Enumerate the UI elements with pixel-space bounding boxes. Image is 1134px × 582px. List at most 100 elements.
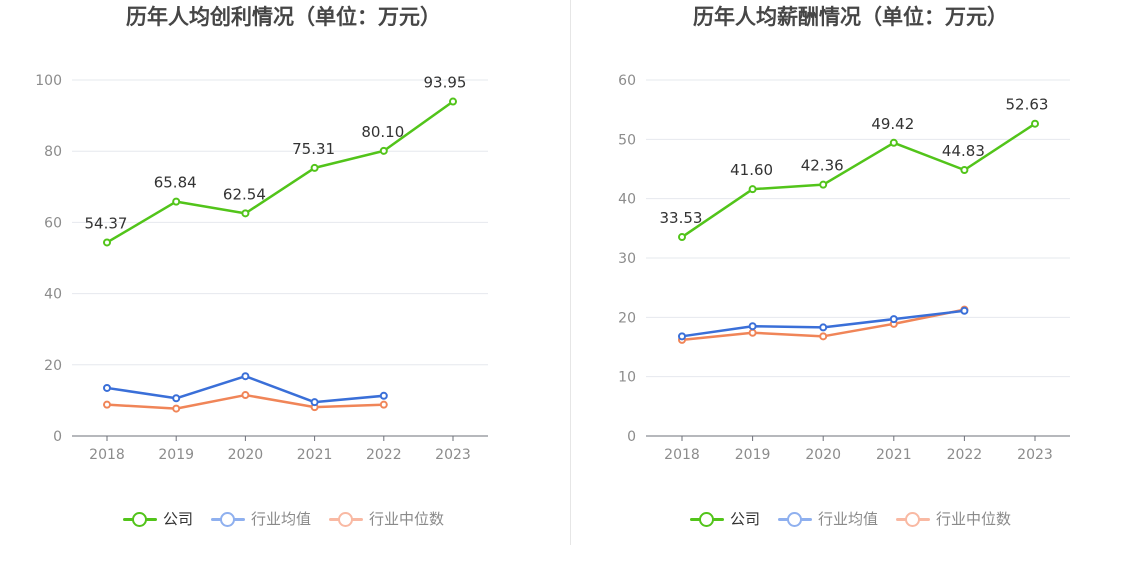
salary-plot-area: 0 10 20 30 40 50 60 2018 2019 2020 2021 2022 2023 33.… [618,73,1070,463]
x-tick-label: 2022 [366,447,402,463]
y-axis-ticks: 0 20 40 60 80 100 [35,73,62,445]
x-tick-label: 2022 [947,447,983,463]
x-axis-ticks: 2018 2019 2020 2021 2022 2023 [89,436,471,463]
data-point [960,306,969,315]
legend-item-industry-median[interactable]: 行业中位数 [896,508,1011,529]
x-tick-label: 2021 [876,447,912,463]
y-tick-label: 60 [618,73,636,89]
data-label: 75.31 [292,140,335,158]
x-tick-label: 2020 [805,447,841,463]
series-line [106,100,454,244]
legend-label: 行业中位数 [936,510,1012,528]
data-point [103,238,111,247]
y-tick-label: 60 [44,215,62,231]
data-point [889,138,898,147]
legend-item-industry-mean[interactable]: 行业均值 [777,508,878,529]
legend-industry-median-icon [896,511,930,527]
panel-divider [570,0,571,545]
data-point [103,400,111,409]
data-point [172,394,181,403]
data-point [379,391,388,400]
data-point [819,332,828,341]
y-tick-label: 30 [618,251,636,267]
series-company: 54.37 65.84 62.54 75.31 80.10 93.95 [85,74,467,247]
x-tick-label: 2019 [735,447,771,463]
data-label: 93.95 [424,74,467,92]
data-point [678,233,686,242]
data-point [172,197,181,206]
data-label: 54.37 [85,214,128,232]
data-label: 41.60 [730,161,773,179]
legend-item-industry-median[interactable]: 行业中位数 [329,508,444,529]
x-tick-label: 2023 [1017,447,1053,463]
data-point [449,97,457,106]
data-label: 52.63 [1006,96,1049,114]
y-tick-label: 40 [44,287,62,303]
data-point [960,166,969,175]
legend-label: 公司 [162,510,193,528]
y-tick-label: 0 [627,429,636,445]
data-label: 65.84 [154,174,197,192]
data-point [241,372,250,381]
data-point [310,398,319,407]
salary-per-capita-chart: 历年人均薪酬情况（单位：万元） 0 10 20 30 40 50 60 2018 2019 202… [567,0,1134,582]
legend-item-industry-mean[interactable]: 行业均值 [210,508,311,529]
data-point [379,146,388,155]
y-tick-label: 20 [44,358,62,374]
data-point [1031,119,1039,128]
data-point [678,332,686,341]
x-tick-label: 2018 [89,447,125,463]
series-industry-mean [103,372,388,407]
series-industry-median [103,391,388,413]
legend-label: 行业均值 [250,510,311,528]
y-tick-label: 0 [53,429,62,445]
data-point [819,180,828,189]
legend-label: 公司 [729,510,760,528]
x-tick-label: 2021 [297,447,333,463]
legend: 公司 行业均值 行业中位数 [567,508,1134,529]
profit-per-capita-chart: 历年人均创利情况（单位：万元） 0 20 40 60 80 100 2018 2019 2020… [0,5,567,529]
legend-company-icon [689,511,724,527]
legend-industry-mean-icon [777,511,812,527]
profit-plot-area: 0 20 40 60 80 100 2018 2019 2020 2021 2022 2023 54.3… [35,73,488,463]
y-tick-label: 50 [618,132,636,148]
data-point [103,383,111,392]
data-label: 44.83 [942,142,985,160]
y-tick-label: 20 [618,310,636,326]
data-point [748,322,757,331]
data-label: 49.42 [871,115,914,133]
legend-company-icon [122,511,157,527]
grid-lines [72,79,488,366]
legend-industry-median-icon [329,511,363,527]
data-point [172,404,181,413]
legend: 公司 行业均值 行业中位数 [0,508,567,529]
data-label: 42.36 [801,157,844,175]
data-point [819,323,828,332]
x-tick-label: 2020 [228,447,264,463]
legend-industry-mean-icon [210,511,245,527]
data-point [748,185,757,194]
data-label: 33.53 [660,209,703,227]
data-label: 80.10 [361,123,404,141]
x-tick-label: 2018 [664,447,700,463]
series-company: 33.53 41.60 42.36 49.42 44.83 52.63 [660,96,1049,242]
series-industry-mean [678,306,969,341]
series-line [681,122,1036,239]
chart-title: 历年人均薪酬情况（单位：万元） [693,5,1008,29]
data-point [241,391,250,400]
x-tick-label: 2019 [158,447,194,463]
legend-item-company[interactable]: 公司 [689,508,760,529]
legend-label: 行业中位数 [369,510,445,528]
data-point [310,163,319,172]
y-tick-label: 80 [44,144,62,160]
legend-label: 行业均值 [817,510,878,528]
chart-title: 历年人均创利情况（单位：万元） [126,5,441,29]
y-tick-label: 100 [35,73,62,89]
y-tick-label: 10 [618,370,636,386]
data-point [379,400,388,409]
grid-lines [646,79,1070,378]
legend-item-company[interactable]: 公司 [122,508,193,529]
data-point [241,209,250,218]
data-point [748,328,757,337]
y-axis-ticks: 0 10 20 30 40 50 60 [618,73,636,445]
